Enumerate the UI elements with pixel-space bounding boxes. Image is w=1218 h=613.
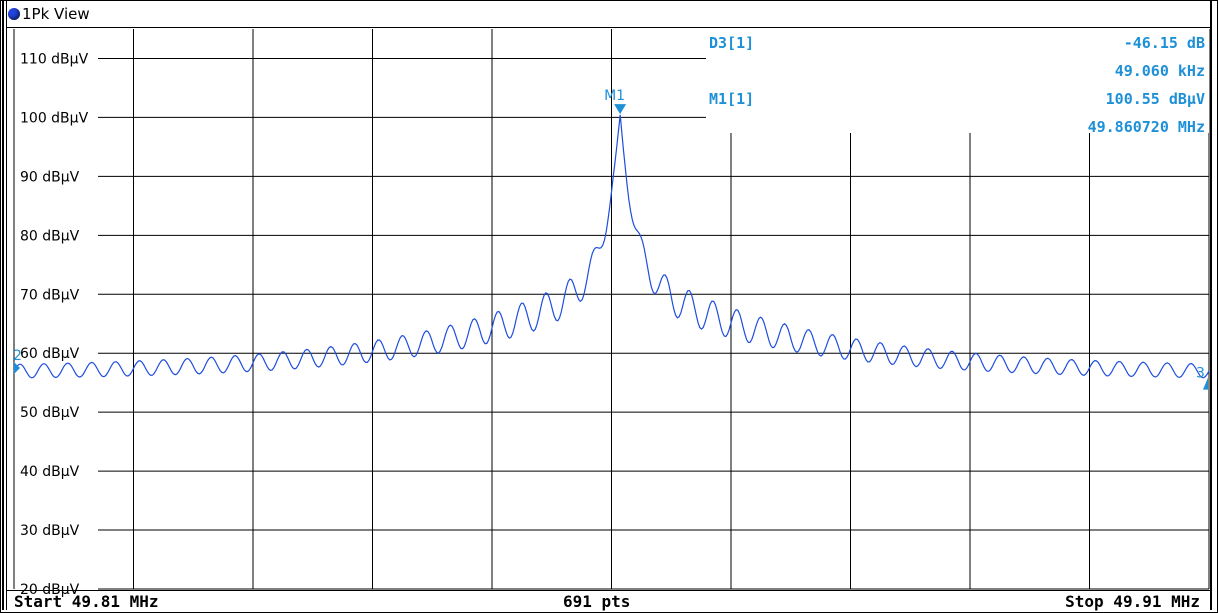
y-tick-label: 70 dBµV [20, 287, 80, 303]
y-tick-label: 60 dBµV [20, 346, 80, 362]
side-markers: 2 3 [13, 348, 1208, 390]
marker-m1-label: M1[1] [709, 90, 754, 108]
points-count: 691 pts [563, 592, 631, 611]
marker-m1-triangle[interactable] [614, 104, 627, 115]
marker-2-label: 2 [13, 348, 22, 364]
marker-d3-level: -46.15 dB [1124, 34, 1205, 52]
y-tick-label: 90 dBµV [20, 169, 80, 185]
marker-3-triangle [1203, 377, 1208, 390]
marker-3-label: 3 [1196, 366, 1205, 382]
left-border-inner [6, 1, 7, 610]
window-indicator-icon [8, 8, 20, 20]
y-tick-label: 40 dBµV [20, 464, 80, 480]
stop-frequency: Stop 49.91 MHz [1065, 592, 1200, 611]
start-frequency: Start 49.81 MHz [14, 592, 159, 611]
y-tick-label: 100 dBµV [20, 110, 89, 126]
y-tick-label: 80 dBµV [20, 228, 80, 244]
spectrum-trace [13, 114, 1210, 379]
y-axis-labels: 110 dBµV 100 dBµV 90 dBµV 80 dBµV 70 dBµV 60 … [20, 51, 89, 598]
view-titlebar[interactable]: 1Pk View [7, 1, 1210, 28]
left-border [2, 1, 4, 610]
marker-d3-label: D3[1] [709, 34, 754, 52]
view-title: 1Pk View [22, 5, 90, 23]
marker-table: D3[1] -46.15 dB 49.060 kHz M1[1] 100.55 … [709, 34, 1205, 136]
status-footer: Start 49.81 MHz 691 pts Stop 49.91 MHz [7, 590, 1210, 611]
marker-2-triangle [14, 361, 20, 374]
y-tick-label: 50 dBµV [20, 405, 80, 421]
y-tick-label: 110 dBµV [20, 51, 89, 67]
marker-m1-level: 100.55 dBµV [1106, 90, 1205, 108]
marker-table-bg [706, 29, 1209, 133]
y-tick-label: 30 dBµV [20, 523, 80, 539]
marker-m1[interactable]: M1 [604, 88, 627, 115]
marker-m1-freq: 49.860720 MHz [1088, 118, 1205, 136]
marker-m1-tag: M1 [604, 88, 625, 104]
right-scrollbar[interactable] [1210, 1, 1212, 610]
marker-d3-freq: 49.060 kHz [1115, 62, 1205, 80]
